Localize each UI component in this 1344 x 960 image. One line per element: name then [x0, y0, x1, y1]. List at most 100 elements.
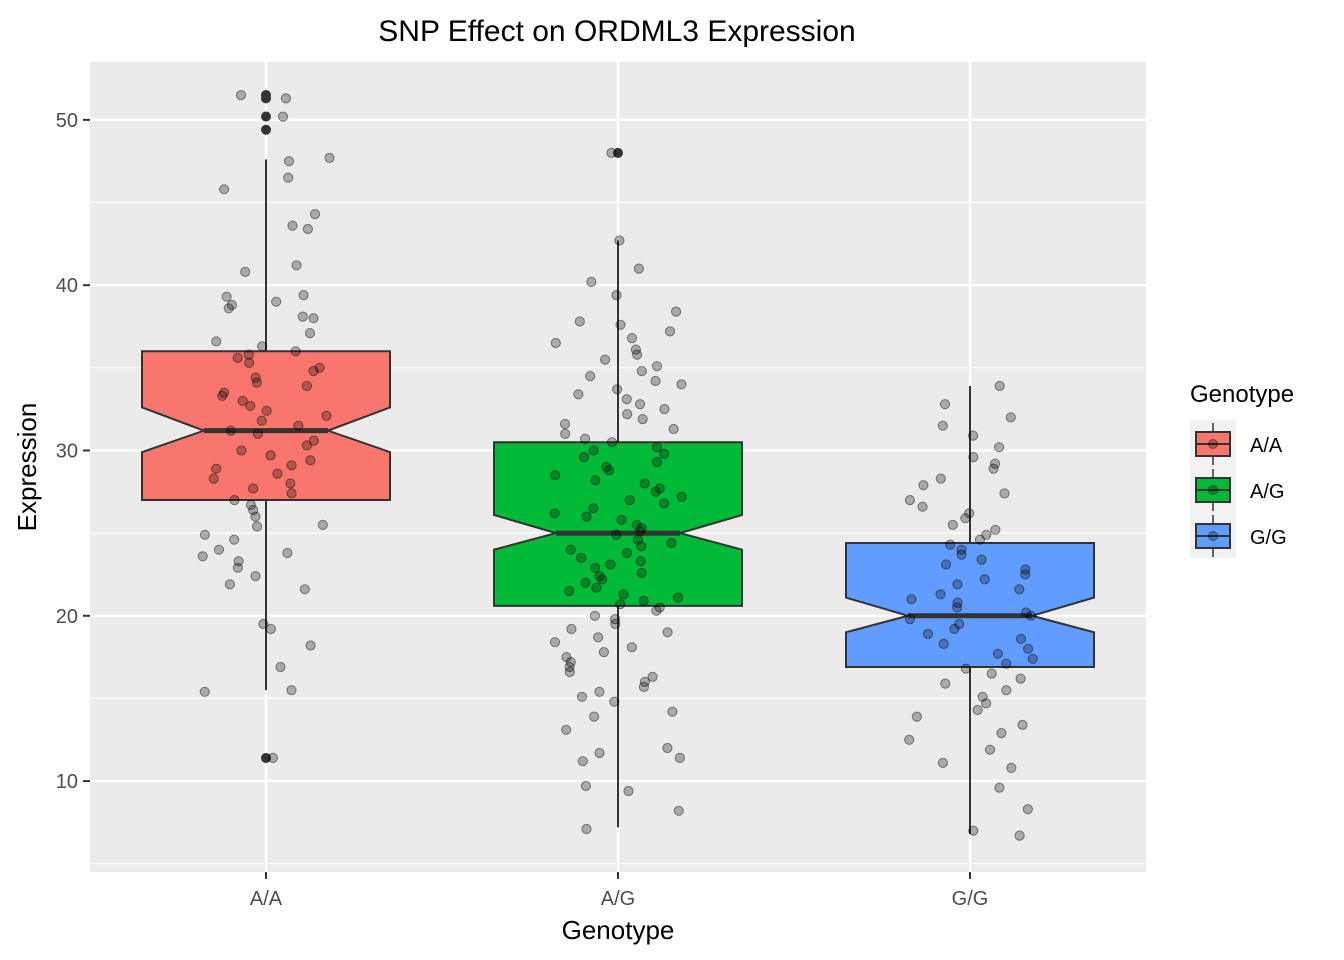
- data-point: [580, 577, 591, 588]
- data-point: [261, 405, 272, 416]
- data-point: [1014, 830, 1025, 841]
- chart-title: SNP Effect on ORDML3 Expression: [378, 15, 855, 48]
- data-point: [290, 346, 301, 357]
- data-point: [654, 483, 665, 494]
- data-point: [280, 93, 291, 104]
- data-point: [639, 478, 650, 489]
- data-point: [624, 495, 635, 506]
- data-point: [615, 599, 626, 610]
- data-point: [304, 328, 316, 339]
- data-point: [590, 475, 601, 486]
- data-point: [308, 366, 319, 377]
- data-point: [213, 544, 225, 555]
- legend-label: G/G: [1250, 527, 1287, 549]
- y-axis: 10 20 30 40 50: [56, 110, 90, 793]
- jitter-points: [197, 90, 1038, 841]
- data-point: [904, 734, 915, 745]
- data-point: [651, 361, 663, 372]
- data-point: [598, 647, 610, 658]
- data-point: [610, 618, 621, 630]
- data-point: [317, 519, 328, 531]
- data-point: [258, 618, 269, 630]
- data-point: [611, 529, 622, 540]
- data-point: [581, 823, 592, 835]
- data-point: [588, 503, 599, 514]
- legend-item-gg: G/G: [1195, 515, 1287, 557]
- data-point: [626, 333, 638, 344]
- data-point: [654, 602, 665, 613]
- data-point: [992, 648, 1004, 659]
- data-point: [576, 691, 588, 702]
- data-point: [283, 156, 295, 167]
- data-point: [1001, 658, 1012, 669]
- data-point: [668, 423, 679, 435]
- data-point: [566, 623, 577, 635]
- legend-label: A/G: [1250, 481, 1284, 503]
- data-point: [561, 724, 572, 735]
- data-point: [650, 375, 661, 387]
- data-point: [573, 389, 584, 400]
- data-point: [291, 260, 302, 271]
- data-point: [565, 544, 576, 555]
- data-point: [219, 387, 230, 398]
- y-tick-label: 40: [56, 275, 78, 297]
- data-point: [564, 585, 575, 597]
- data-point: [606, 437, 618, 448]
- outlier-point: [261, 111, 271, 122]
- data-point: [1006, 762, 1017, 774]
- data-point: [211, 463, 222, 474]
- data-point: [988, 463, 999, 474]
- data-point: [601, 461, 612, 473]
- data-point: [232, 352, 243, 363]
- data-point: [1022, 804, 1033, 815]
- data-point: [664, 326, 676, 337]
- x-tick-label: A/A: [250, 888, 283, 910]
- data-point: [588, 445, 599, 456]
- y-tick-label: 10: [56, 771, 78, 793]
- data-point: [232, 562, 243, 573]
- data-point: [308, 435, 319, 446]
- data-point: [272, 468, 283, 479]
- data-point: [299, 584, 310, 595]
- data-point: [630, 344, 642, 355]
- data-point: [659, 448, 670, 459]
- outlier-point: [261, 752, 271, 763]
- data-point: [1015, 673, 1026, 684]
- data-point: [604, 465, 615, 476]
- data-point: [1005, 412, 1016, 423]
- data-point: [224, 579, 235, 590]
- data-point: [939, 399, 951, 410]
- data-point: [283, 172, 294, 183]
- data-point: [968, 825, 979, 836]
- data-point: [550, 470, 561, 481]
- data-point: [321, 410, 332, 421]
- data-point: [564, 661, 575, 673]
- box-body: [141, 350, 391, 502]
- data-point: [667, 706, 678, 717]
- data-point: [673, 592, 684, 603]
- data-point: [917, 501, 928, 512]
- data-point: [637, 414, 648, 425]
- data-point: [267, 752, 278, 764]
- y-tick-label: 30: [56, 440, 78, 462]
- data-point: [935, 473, 946, 484]
- data-point: [984, 744, 996, 755]
- data-point: [305, 640, 316, 651]
- data-point: [223, 303, 234, 314]
- data-point: [964, 508, 975, 519]
- data-point: [301, 440, 312, 451]
- data-point: [305, 455, 316, 466]
- data-point: [960, 513, 971, 524]
- data-point: [905, 614, 916, 625]
- data-point: [612, 384, 623, 395]
- data-point: [298, 290, 309, 301]
- data-point: [245, 499, 256, 511]
- data-point: [922, 628, 934, 640]
- data-point: [635, 399, 646, 410]
- data-point: [676, 379, 687, 390]
- legend-point: [1208, 485, 1218, 495]
- data-point: [605, 559, 616, 570]
- data-point: [616, 514, 627, 526]
- data-point: [549, 637, 561, 648]
